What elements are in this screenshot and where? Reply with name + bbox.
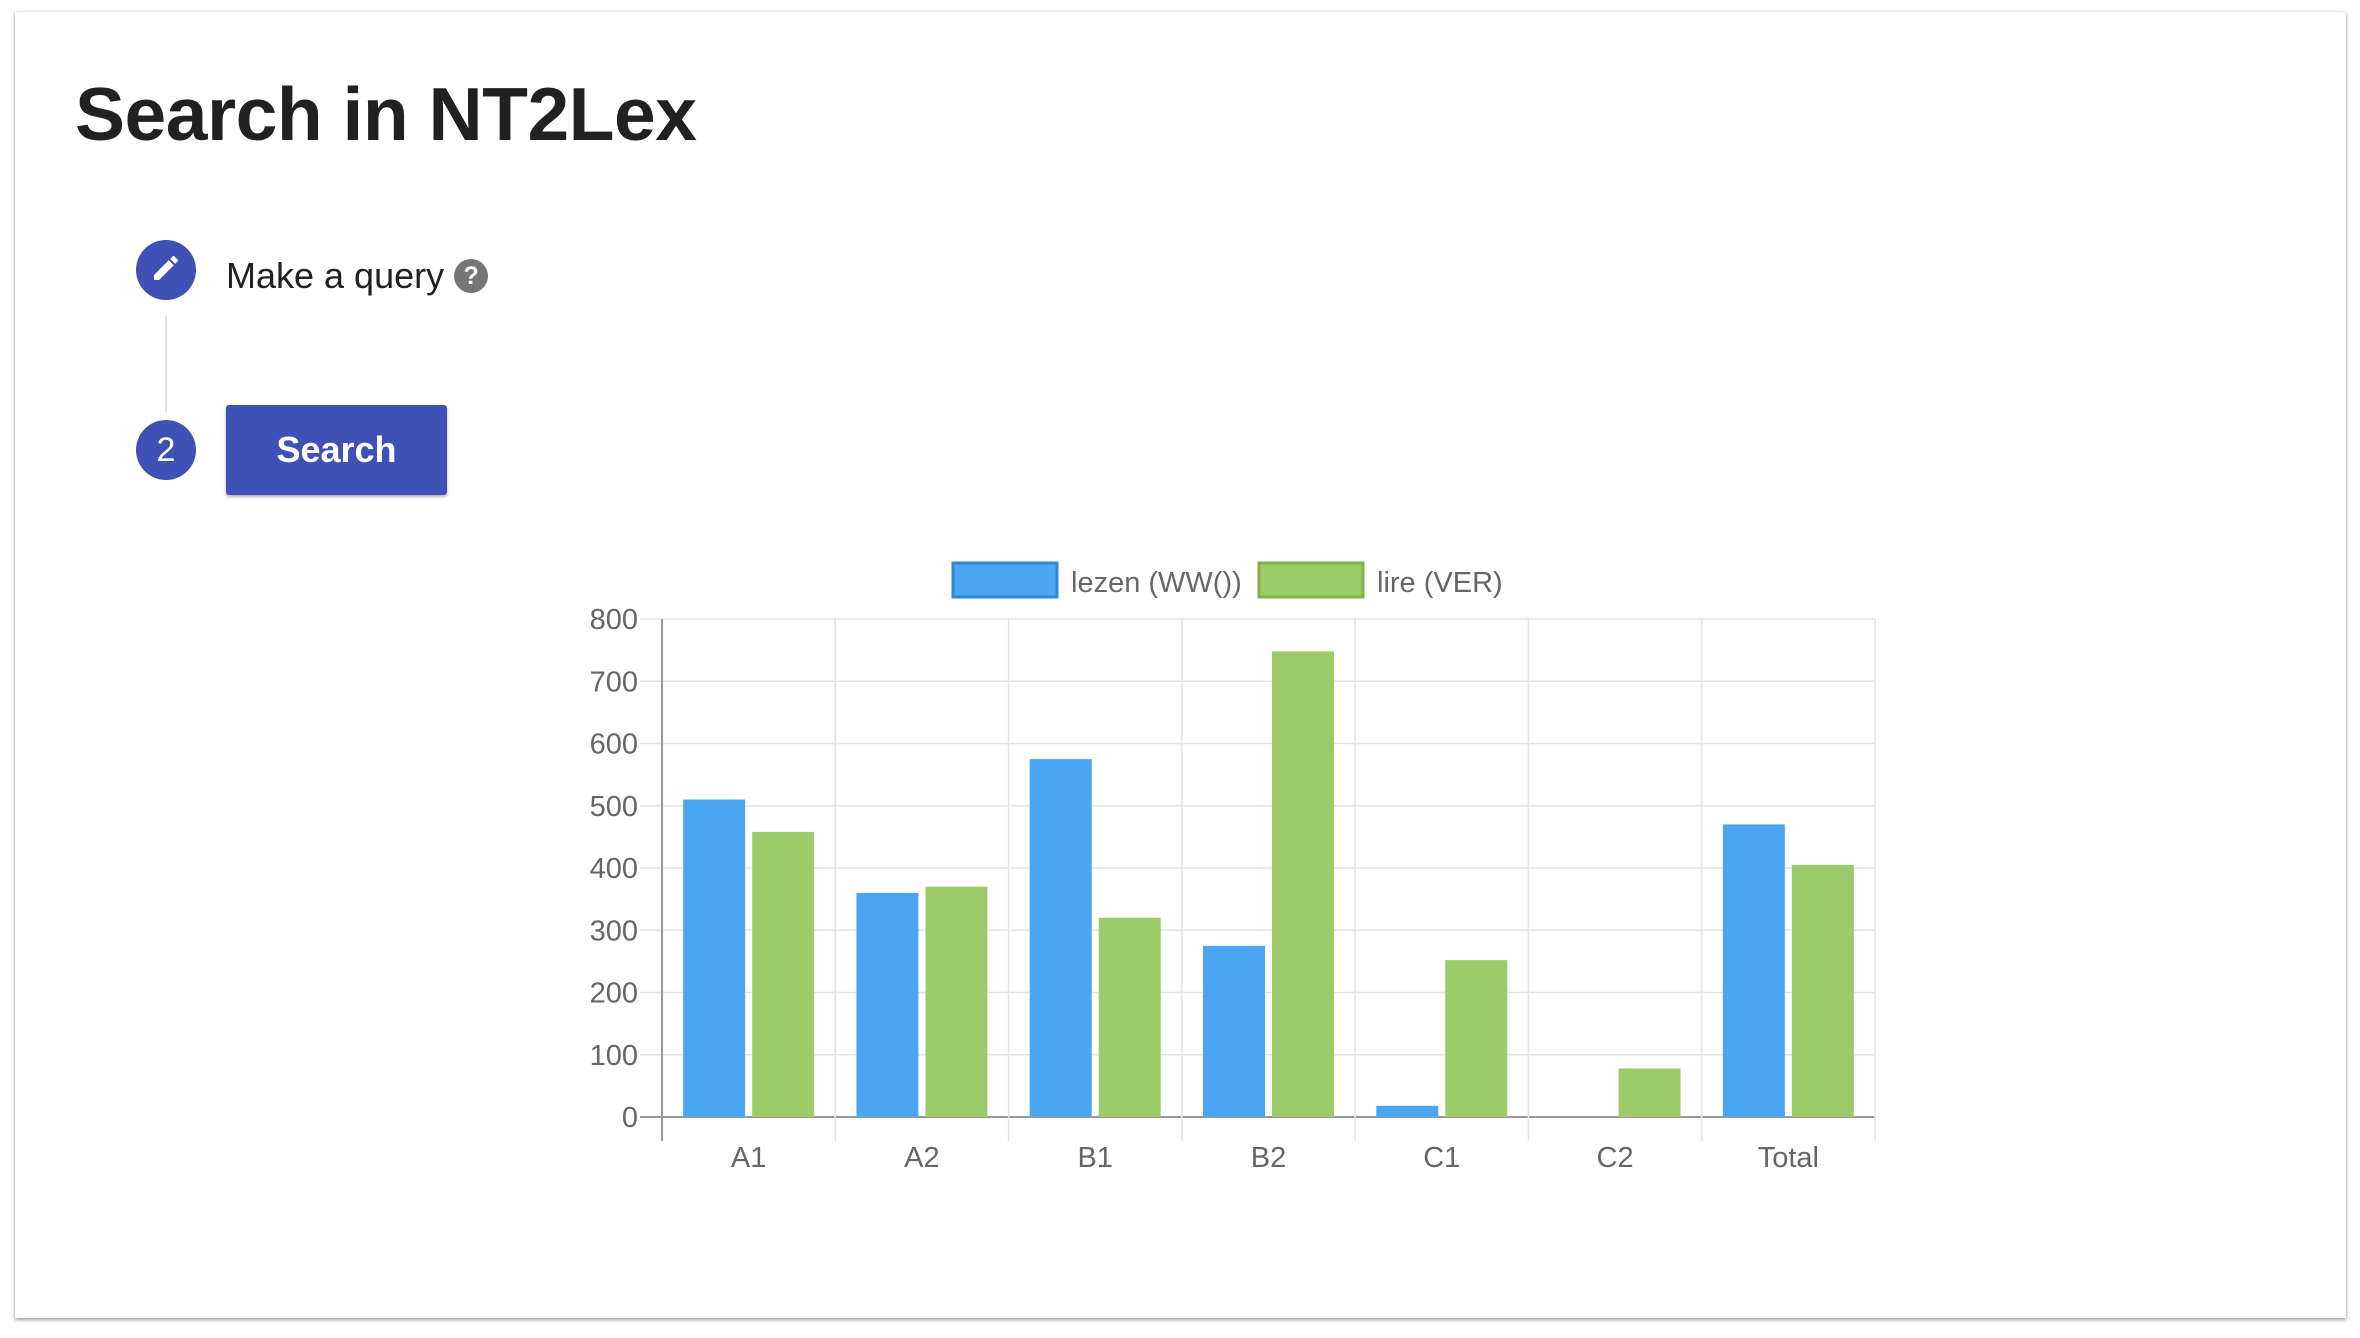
pencil-icon [150, 252, 182, 289]
x-tick-label: A2 [904, 1142, 939, 1174]
y-tick-label: 600 [590, 729, 638, 761]
y-tick-label: 200 [590, 978, 638, 1010]
x-tick-label: C2 [1597, 1142, 1634, 1174]
y-tick-label: 300 [590, 915, 638, 947]
bar-lire-a1 [752, 831, 815, 1117]
bar-lire-b1 [1098, 917, 1161, 1117]
bar-chart: 0 100 200 300 400 500 600 700 800 A1 A2 B1 B2 C1 C2 Tot… [590, 561, 1876, 1174]
x-tick-label: B2 [1251, 1142, 1286, 1174]
bar-lire-a2 [925, 886, 988, 1117]
y-tick-label: 400 [590, 853, 638, 885]
bar-lezen-a2 [856, 892, 919, 1117]
y-tick-label: 500 [590, 791, 638, 823]
bar-lire-b2 [1272, 651, 1334, 1117]
y-tick-label: 0 [622, 1102, 638, 1134]
y-tick-label: 100 [590, 1040, 638, 1072]
bar-lezen-c1 [1376, 1105, 1439, 1117]
bar-lire-c1 [1445, 960, 1508, 1117]
page-title: Search in NT2Lex [75, 72, 697, 156]
step-2-number: 2 [156, 430, 176, 469]
legend-label-lezen: lezen (WW()) [1071, 567, 1242, 599]
bar-lire-total [1791, 864, 1854, 1117]
x-tick-label: Total [1758, 1142, 1819, 1174]
bar-lezen-total [1722, 824, 1785, 1117]
step-2-indicator: 2 [136, 420, 196, 480]
make-query-label: Make a query [226, 255, 445, 296]
main-card: Search in NT2Lex Make a query ? 2 Search… [15, 12, 2346, 1318]
bar-lezen-b2 [1203, 945, 1265, 1117]
question-circle-icon[interactable]: ? [454, 258, 489, 293]
bar-lezen-b1 [1029, 759, 1092, 1117]
step-1-indicator [136, 240, 196, 300]
search-button[interactable]: Search [226, 405, 447, 495]
y-tick-label: 800 [590, 604, 638, 636]
x-tick-label: A1 [731, 1142, 766, 1174]
bar-lire-c2 [1618, 1068, 1681, 1117]
y-tick-label: 700 [590, 666, 638, 698]
x-tick-label: C1 [1423, 1142, 1460, 1174]
legend-swatch-lezen [951, 561, 1059, 599]
x-tick-label: B1 [1077, 1142, 1112, 1174]
step-connector [165, 316, 167, 412]
bar-lezen-a1 [683, 799, 746, 1117]
legend-swatch-lire [1257, 561, 1365, 599]
legend-label-lire: lire (VER) [1377, 567, 1503, 599]
step-1-label: Make a query ? [226, 254, 489, 297]
